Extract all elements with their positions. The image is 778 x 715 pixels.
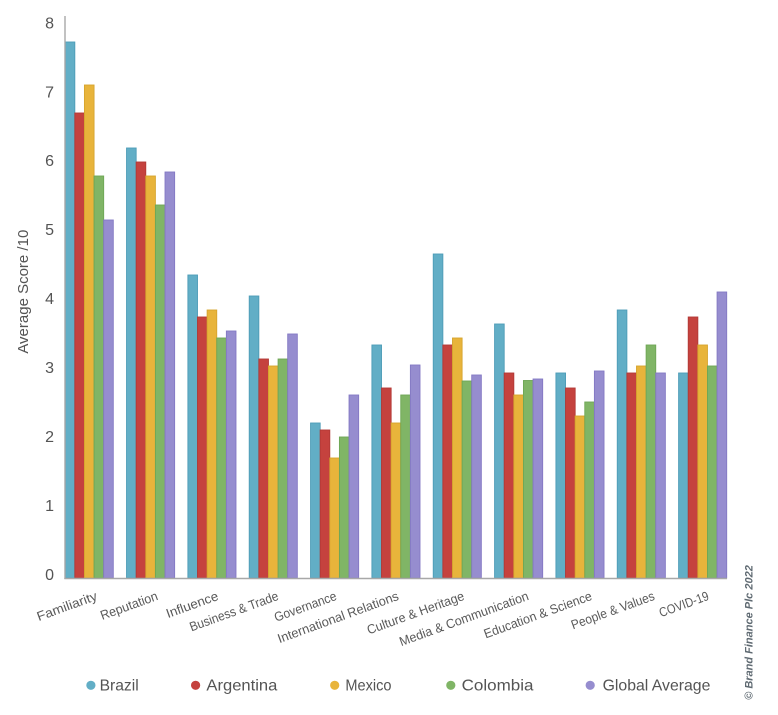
svg-text:Mexico: Mexico: [345, 678, 391, 695]
svg-text:8: 8: [45, 15, 54, 32]
svg-text:6: 6: [45, 153, 54, 170]
svg-text:Brazil: Brazil: [100, 678, 139, 695]
svg-text:0: 0: [45, 567, 54, 584]
svg-text:2: 2: [45, 429, 54, 446]
svg-text:Average Score /10: Average Score /10: [15, 230, 32, 354]
svg-text:3: 3: [45, 360, 54, 377]
svg-text:© Brand Finance Plc 2022: © Brand Finance Plc 2022: [744, 565, 756, 700]
svg-text:Colombia: Colombia: [462, 678, 534, 695]
svg-text:5: 5: [45, 222, 54, 239]
svg-text:Global Average: Global Average: [603, 678, 711, 695]
svg-text:4: 4: [45, 291, 54, 308]
svg-text:Argentina: Argentina: [206, 678, 277, 695]
svg-text:7: 7: [45, 84, 54, 101]
svg-text:1: 1: [45, 498, 54, 515]
